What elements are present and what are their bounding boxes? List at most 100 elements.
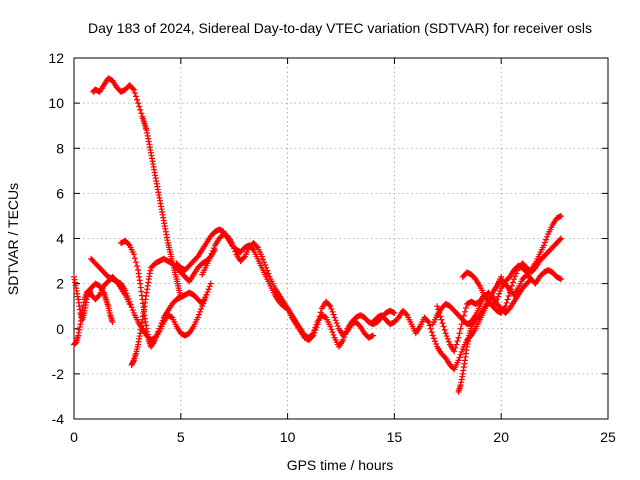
data-point [128, 304, 135, 311]
data-point [431, 338, 438, 345]
data-point [558, 235, 565, 242]
data-point [544, 233, 551, 240]
data-point [403, 311, 410, 318]
data-point [154, 331, 161, 338]
data-point [258, 253, 265, 260]
data-point [330, 331, 337, 338]
data-point [528, 276, 535, 283]
data-point [138, 110, 145, 117]
data-point [541, 239, 548, 246]
y-axis-label: SDTVAR / TECUs [5, 183, 21, 295]
series-track-9 [370, 273, 505, 373]
series-track-1 [71, 273, 116, 325]
data-point [209, 247, 216, 254]
data-point [331, 314, 338, 321]
x-tick-label: 0 [70, 429, 78, 445]
data-point [261, 259, 268, 266]
data-point [122, 287, 129, 294]
data-point [540, 242, 547, 249]
data-point [452, 344, 459, 351]
y-tick-label: 0 [56, 321, 64, 337]
data-point [453, 341, 460, 348]
data-point [127, 301, 134, 308]
data-point [263, 264, 270, 271]
data-point [135, 100, 142, 107]
data-point [514, 267, 521, 274]
series-track-8 [199, 230, 377, 344]
data-point [132, 93, 139, 100]
data-point [231, 245, 238, 252]
data-point [125, 241, 132, 248]
y-tick-label: -4 [52, 411, 65, 427]
data-point [130, 251, 137, 258]
data-point [427, 325, 434, 332]
data-point [109, 318, 116, 325]
data-point [439, 320, 446, 327]
axis-ticks [73, 57, 609, 420]
y-tick-labels: -4 -2 0 2 4 6 8 10 12 [48, 50, 64, 427]
data-point [328, 306, 335, 313]
data-point [458, 348, 465, 355]
data-point [327, 303, 334, 310]
x-tick-labels: 0 5 10 15 20 25 [70, 429, 616, 445]
data-point [253, 243, 260, 250]
data-point [157, 322, 164, 329]
data-point [329, 308, 336, 315]
data-point [198, 306, 205, 313]
data-point [457, 351, 464, 358]
chart-title: Day 183 of 2024, Sidereal Day-to-day VTE… [88, 20, 592, 36]
data-point [240, 254, 247, 261]
data-point [313, 324, 320, 331]
data-point [512, 273, 519, 280]
y-tick-label: 10 [48, 95, 64, 111]
x-tick-label: 10 [280, 429, 296, 445]
data-point [132, 259, 139, 266]
data-point [124, 293, 131, 300]
data-point [440, 323, 447, 330]
data-point [424, 317, 431, 324]
data-point [158, 320, 165, 327]
data-point [428, 329, 435, 336]
data-point [457, 325, 464, 332]
data-point [451, 348, 458, 355]
data-point [208, 250, 215, 257]
data-point [461, 308, 468, 315]
data-point [262, 262, 269, 269]
data-point [433, 340, 440, 347]
data-point [210, 245, 217, 252]
data-point [204, 289, 211, 296]
y-tick-label: 6 [56, 185, 64, 201]
data-point [443, 333, 450, 340]
data-point [442, 330, 449, 337]
data-point [131, 255, 138, 262]
x-tick-label: 25 [600, 429, 616, 445]
data-point [430, 335, 437, 342]
data-point [497, 287, 504, 294]
data-point [123, 290, 130, 297]
grid [74, 58, 608, 419]
data-point [203, 291, 210, 298]
data-point [455, 334, 462, 341]
data-point [197, 308, 204, 315]
data-point [507, 286, 514, 293]
data-point [317, 309, 324, 316]
data-point [264, 267, 271, 274]
data-point [527, 277, 534, 284]
data-point [152, 337, 159, 344]
data-point [260, 256, 267, 263]
data-point [445, 338, 452, 345]
data-point [232, 248, 239, 255]
data-point [434, 303, 441, 310]
x-tick-label: 15 [387, 429, 403, 445]
data-points [71, 75, 565, 395]
data-point [265, 270, 272, 277]
y-tick-label: -2 [52, 366, 65, 382]
data-point [134, 263, 141, 270]
data-point [130, 86, 137, 93]
x-tick-label: 20 [493, 429, 509, 445]
data-point [155, 328, 162, 335]
data-point [137, 106, 144, 113]
data-point [129, 85, 136, 92]
data-point [159, 317, 166, 324]
data-point [455, 357, 462, 364]
